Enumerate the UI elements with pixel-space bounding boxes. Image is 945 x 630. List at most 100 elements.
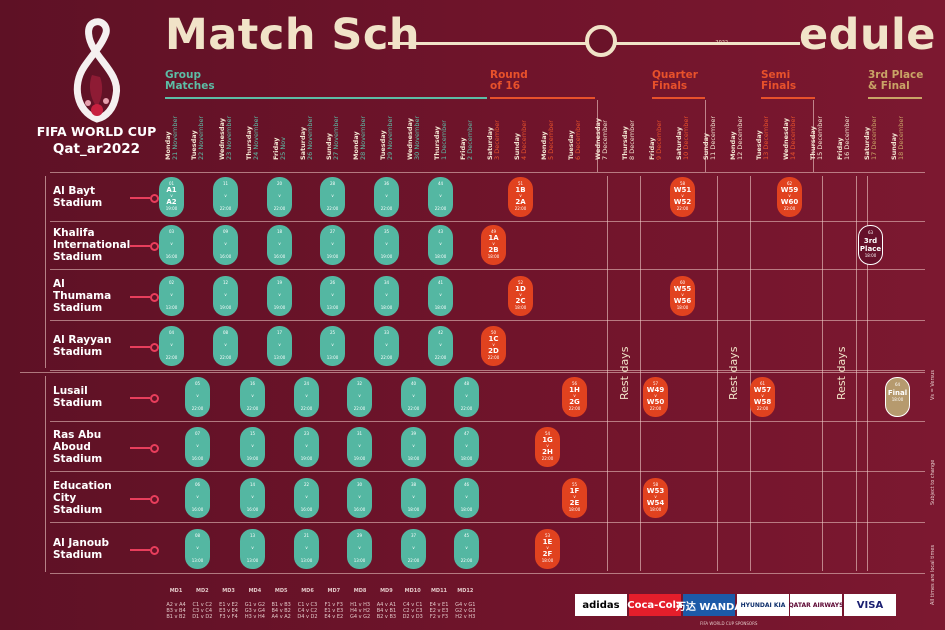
match-badge[interactable]: 38 v 18:00 bbox=[401, 478, 426, 518]
stage-underline bbox=[490, 97, 595, 99]
match-badge[interactable]: 33 v 22:00 bbox=[374, 326, 399, 366]
match-badge[interactable]: 21 v 13:00 bbox=[294, 529, 319, 569]
match-badge[interactable]: 47 v 18:00 bbox=[454, 427, 479, 467]
match-badge[interactable]: 25 v 13:00 bbox=[320, 326, 345, 366]
match-badge[interactable]: 13 v 13:00 bbox=[240, 529, 265, 569]
match-badge[interactable]: 24 v 22:00 bbox=[294, 377, 319, 417]
match-badge[interactable]: 58 W51 v W52 22:00 bbox=[670, 177, 695, 217]
day-date: 15 December bbox=[816, 115, 824, 160]
match-badge[interactable]: 20 v 22:00 bbox=[267, 177, 292, 217]
match-badge[interactable]: 28 v 22:00 bbox=[320, 177, 345, 217]
match-badge[interactable]: 49 1A v 2B 18:00 bbox=[481, 225, 506, 265]
match-badge[interactable]: 14 v 16:00 bbox=[240, 478, 265, 518]
match-badge[interactable]: 58 W53 v W54 18:00 bbox=[643, 478, 668, 518]
versus: v bbox=[224, 292, 227, 297]
stadium-marker bbox=[150, 495, 159, 504]
match-badge[interactable]: 29 v 13:00 bbox=[347, 529, 372, 569]
match-badge[interactable]: 34 v 18:00 bbox=[374, 276, 399, 316]
match-badge[interactable]: 35 v 19:00 bbox=[374, 225, 399, 265]
day-date: 10 December bbox=[682, 115, 690, 160]
match-number: 32 bbox=[356, 381, 363, 386]
match-badge[interactable]: 51 1B v 2A 22:00 bbox=[508, 177, 533, 217]
match-badge[interactable]: 30 v 16:00 bbox=[347, 478, 372, 518]
match-badge[interactable]: 05 v 22:00 bbox=[185, 377, 210, 417]
match-badge[interactable]: 22 v 16:00 bbox=[294, 478, 319, 518]
match-badge[interactable]: 15 v 19:00 bbox=[240, 427, 265, 467]
day-date: 22 November bbox=[197, 115, 205, 160]
match-badge[interactable]: 42 v 22:00 bbox=[428, 326, 453, 366]
matchday-column: MD11 E4 v E1 E2 v E3 F2 v F3 bbox=[426, 588, 452, 620]
matchday-label: MD11 bbox=[430, 588, 448, 594]
team-two bbox=[428, 246, 453, 254]
logo-line1: FIFA WORLD CUP bbox=[36, 124, 157, 139]
versus: v bbox=[385, 292, 388, 297]
match-badge[interactable]: 08 v 13:00 bbox=[185, 529, 210, 569]
matchday-label: MD1 bbox=[169, 588, 183, 594]
stadium-marker bbox=[150, 293, 159, 302]
match-badge[interactable]: 04 v 22:00 bbox=[159, 326, 184, 366]
match-badge[interactable]: 09 v 16:00 bbox=[213, 225, 238, 265]
match-badge[interactable]: 18 v 16:00 bbox=[267, 225, 292, 265]
match-badge[interactable]: 46 v 18:00 bbox=[454, 478, 479, 518]
sponsor-logo: 万达 WANDA bbox=[676, 594, 742, 616]
team-two bbox=[213, 347, 238, 355]
matchday-column: MD8 H1 v H3 H4 v H2 G4 v G2 bbox=[347, 588, 373, 620]
match-badge[interactable]: 50 1C v 2D 22:00 bbox=[481, 326, 506, 366]
stadium-bracket bbox=[45, 376, 46, 572]
match-badge[interactable]: 16 v 22:00 bbox=[240, 377, 265, 417]
team-two bbox=[240, 398, 265, 406]
match-badge[interactable]: 53 1E v 2F 18:00 bbox=[535, 529, 560, 569]
match-badge[interactable]: 40 v 22:00 bbox=[401, 377, 426, 417]
match-badge[interactable]: 31 v 19:00 bbox=[347, 427, 372, 467]
column-divider bbox=[856, 176, 857, 571]
match-badge[interactable]: 08 v 22:00 bbox=[213, 326, 238, 366]
match-badge[interactable]: 27 v 19:00 bbox=[320, 225, 345, 265]
match-badge[interactable]: 60 W55 v W56 18:00 bbox=[670, 276, 695, 316]
match-badge[interactable]: 54 1G v 2H 22:00 bbox=[535, 427, 560, 467]
match-badge[interactable]: 11 v 22:00 bbox=[213, 177, 238, 217]
match-badge[interactable]: 23 v 19:00 bbox=[294, 427, 319, 467]
column-divider bbox=[750, 176, 751, 571]
match-badge[interactable]: 32 v 22:00 bbox=[347, 377, 372, 417]
versus: v bbox=[224, 342, 227, 347]
match-badge[interactable]: 61 W57 v W58 22:00 bbox=[750, 377, 775, 417]
stage-label: 3rd Place & Final bbox=[868, 69, 924, 92]
match-badge[interactable]: 19 v 19:00 bbox=[267, 276, 292, 316]
match-badge[interactable]: 57 W49 v W50 22:00 bbox=[643, 377, 668, 417]
match-badge[interactable]: 06 v 16:00 bbox=[185, 478, 210, 518]
team-two bbox=[294, 499, 319, 507]
match-badge[interactable]: 55 1F v 2E 18:00 bbox=[562, 478, 587, 518]
match-badge[interactable]: 36 v 22:00 bbox=[374, 177, 399, 217]
stadium-connector bbox=[130, 447, 150, 449]
match-badge[interactable]: 43 v 18:00 bbox=[428, 225, 453, 265]
match-badge[interactable]: 56 1H v 2G 22:00 bbox=[562, 377, 587, 417]
match-badge[interactable]: 39 v 18:00 bbox=[401, 427, 426, 467]
match-time: 18:00 bbox=[514, 305, 527, 310]
matchday-fixture: E1 v E2 bbox=[219, 602, 238, 608]
match-badge[interactable]: 03 v 16:00 bbox=[159, 225, 184, 265]
day-header-text: Sunday 18 December bbox=[890, 116, 905, 160]
versus: v bbox=[251, 494, 254, 499]
match-badge[interactable]: 44 v 22:00 bbox=[428, 177, 453, 217]
match-badge[interactable]: 41 v 18:00 bbox=[428, 276, 453, 316]
match-badge[interactable]: 64 Final 18:00 bbox=[885, 377, 910, 417]
match-badge[interactable]: 37 v 22:00 bbox=[401, 529, 426, 569]
match-badge[interactable]: 01 A1 v A2 19:00 bbox=[159, 177, 184, 217]
day-header: Monday 12 December bbox=[729, 116, 744, 170]
match-time: 13:00 bbox=[273, 355, 286, 360]
match-badge[interactable]: 63 3rd Place 18:00 bbox=[858, 225, 883, 265]
match-badge[interactable]: 45 v 22:00 bbox=[454, 529, 479, 569]
day-header: Thursday 24 November bbox=[245, 116, 260, 170]
match-badge[interactable]: 26 v 13:00 bbox=[320, 276, 345, 316]
match-badge[interactable]: 52 1D v 2C 18:00 bbox=[508, 276, 533, 316]
match-badge[interactable]: 07 v 16:00 bbox=[185, 427, 210, 467]
match-badge[interactable]: 62 W59 v W60 22:00 bbox=[777, 177, 802, 217]
match-badge[interactable]: 12 v 19:00 bbox=[213, 276, 238, 316]
match-number: 63 bbox=[867, 230, 874, 235]
match-badge[interactable]: 02 v 13:00 bbox=[159, 276, 184, 316]
matchday-column: MD12 G4 v G1 G2 v G3 H2 v H3 bbox=[452, 588, 478, 620]
match-badge[interactable]: 17 v 13:00 bbox=[267, 326, 292, 366]
match-badge[interactable]: 48 v 22:00 bbox=[454, 377, 479, 417]
team-two bbox=[454, 499, 479, 507]
match-number: 15 bbox=[249, 431, 256, 436]
